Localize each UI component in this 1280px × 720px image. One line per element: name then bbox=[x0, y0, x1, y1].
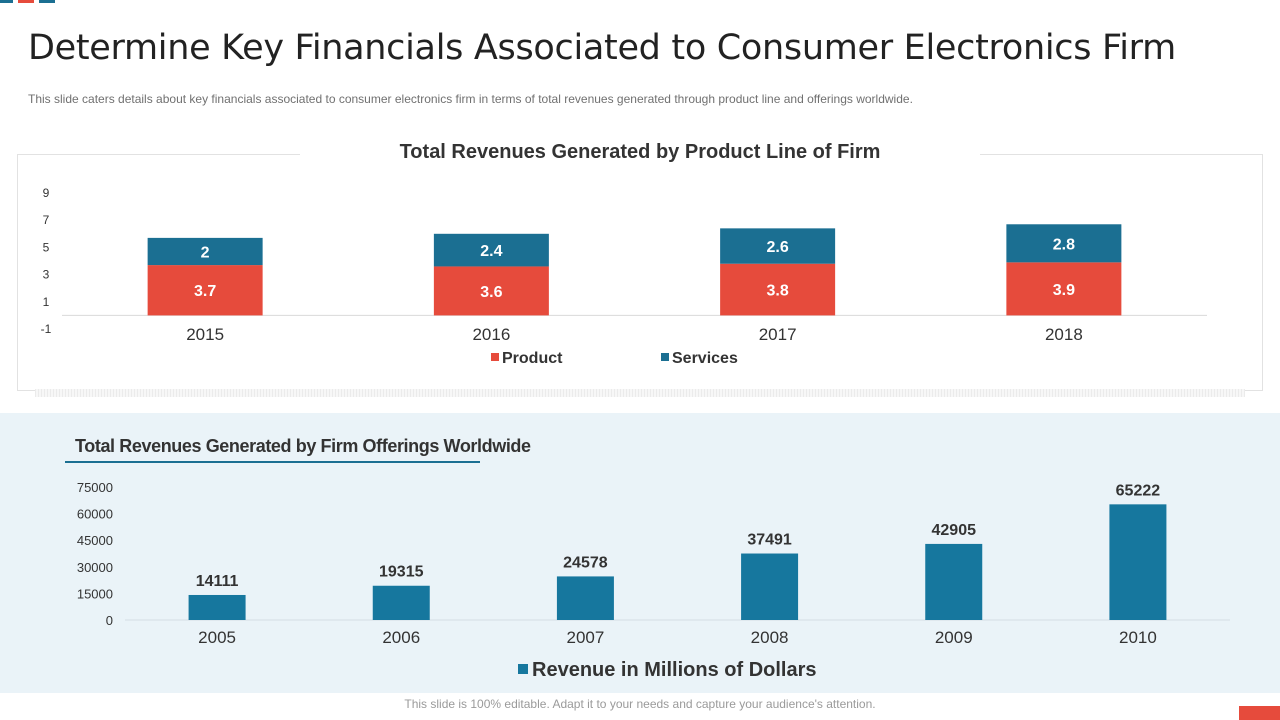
services-value-label: 2.6 bbox=[767, 239, 789, 256]
revenue-bar bbox=[556, 576, 614, 620]
revenue-bar bbox=[1109, 504, 1167, 620]
y-tick-label: 9 bbox=[43, 186, 50, 200]
product-bar bbox=[147, 265, 263, 316]
footer-accent-bar bbox=[1239, 706, 1280, 720]
offerings-chart-title: Total Revenues Generated by Firm Offerin… bbox=[75, 436, 531, 456]
legend-revenue-label: Revenue in Millions of Dollars bbox=[532, 659, 817, 681]
y-tick-label: 7 bbox=[43, 213, 50, 227]
x-tick-label: 2006 bbox=[382, 628, 420, 647]
product-value-label: 3.6 bbox=[480, 284, 502, 301]
revenue-value-label: 24578 bbox=[563, 554, 608, 571]
product-line-chart-title: Total Revenues Generated by Product Line… bbox=[399, 141, 881, 163]
chart-title-backdrop bbox=[300, 140, 980, 170]
product-line-chart: -1 1 3 5 7 9 3.7 2 2015 3.6 2.4 2016 3.8 2.6 2017 3.9 2.… bbox=[41, 186, 1207, 367]
revenue-value-label: 19315 bbox=[379, 564, 424, 581]
services-bar bbox=[720, 228, 836, 264]
revenue-value-label: 65222 bbox=[1116, 482, 1161, 499]
x-tick-label: 2016 bbox=[472, 325, 510, 344]
product-bar bbox=[1006, 262, 1122, 316]
y-tick-label: 75000 bbox=[77, 480, 113, 495]
revenue-bar bbox=[741, 553, 799, 620]
services-value-label: 2 bbox=[201, 244, 210, 261]
legend-product-swatch bbox=[491, 353, 499, 361]
revenue-bar bbox=[372, 585, 430, 620]
offerings-chart: 0 15000 30000 45000 60000 75000 14111 2005 19315… bbox=[77, 480, 1230, 681]
x-tick-label: 2008 bbox=[751, 628, 789, 647]
services-value-label: 2.4 bbox=[480, 243, 502, 260]
legend-product-label: Product bbox=[502, 350, 563, 367]
x-tick-label: 2010 bbox=[1119, 628, 1157, 647]
revenue-value-label: 14111 bbox=[196, 573, 239, 590]
services-bar bbox=[1006, 224, 1122, 263]
decor-bar-1 bbox=[0, 0, 13, 3]
product-value-label: 3.9 bbox=[1053, 282, 1075, 299]
y-tick-label: -1 bbox=[41, 322, 52, 336]
offerings-title-underline bbox=[65, 461, 480, 463]
x-tick-label: 2017 bbox=[759, 325, 797, 344]
decor-bar-3 bbox=[39, 0, 55, 3]
decor-bar-2 bbox=[18, 0, 34, 3]
services-bar bbox=[433, 233, 549, 267]
slide-subtitle: This slide caters details about key fina… bbox=[28, 92, 913, 106]
y-tick-label: 0 bbox=[106, 613, 113, 628]
revenue-value-label: 42905 bbox=[932, 522, 977, 539]
services-value-label: 2.8 bbox=[1053, 236, 1075, 253]
y-tick-label: 3 bbox=[43, 268, 50, 282]
revenue-bar bbox=[925, 543, 983, 620]
legend-services-swatch bbox=[661, 353, 669, 361]
product-value-label: 3.8 bbox=[767, 283, 789, 300]
y-tick-label: 30000 bbox=[77, 560, 113, 575]
offerings-chart-panel bbox=[0, 413, 1280, 693]
y-tick-label: 60000 bbox=[77, 507, 113, 522]
x-tick-label: 2009 bbox=[935, 628, 973, 647]
panel-shadow bbox=[35, 389, 1245, 397]
legend-services-label: Services bbox=[672, 350, 738, 367]
y-tick-label: 5 bbox=[43, 240, 50, 254]
revenue-bar bbox=[188, 594, 246, 620]
y-tick-label: 1 bbox=[43, 295, 50, 309]
slide-title: Determine Key Financials Associated to C… bbox=[28, 28, 1176, 68]
legend-revenue-swatch bbox=[518, 664, 528, 674]
x-tick-label: 2005 bbox=[198, 628, 236, 647]
x-tick-label: 2007 bbox=[567, 628, 605, 647]
product-value-label: 3.7 bbox=[194, 283, 216, 300]
x-tick-label: 2018 bbox=[1045, 325, 1083, 344]
slide-footer-note: This slide is 100% editable. Adapt it to… bbox=[404, 697, 876, 711]
services-bar bbox=[147, 237, 263, 266]
y-tick-label: 45000 bbox=[77, 533, 113, 548]
product-bar bbox=[720, 263, 836, 316]
revenue-value-label: 37491 bbox=[747, 532, 792, 549]
y-tick-label: 15000 bbox=[77, 586, 113, 601]
x-tick-label: 2015 bbox=[186, 325, 224, 344]
product-bar bbox=[433, 266, 549, 316]
